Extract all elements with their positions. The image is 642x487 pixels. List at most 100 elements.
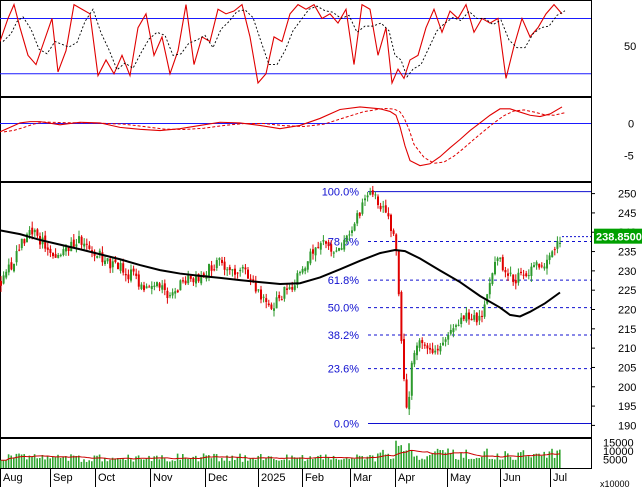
volume-bar — [80, 461, 83, 468]
candle-up — [195, 275, 197, 284]
volume-bar — [436, 448, 439, 468]
candle-up — [130, 269, 132, 281]
volume-bar — [548, 451, 551, 468]
volume-bar — [540, 455, 543, 468]
volume-bar — [483, 451, 486, 468]
volume-bar — [317, 455, 319, 468]
candle-up — [283, 286, 286, 299]
candle-up — [486, 294, 489, 304]
candle-down — [72, 239, 75, 247]
candle-up — [304, 268, 307, 272]
candle-down — [236, 272, 239, 274]
volume-bar — [553, 457, 556, 468]
volume-bar — [366, 456, 369, 468]
x-axis-label: Apr — [398, 472, 415, 484]
volume-bar — [501, 459, 504, 468]
oscillator-d-line — [2, 5, 566, 78]
volume-bar — [153, 456, 155, 468]
candle-down — [475, 312, 478, 323]
candle-down — [371, 190, 374, 195]
candle-down — [553, 249, 556, 251]
candle-up — [140, 284, 143, 289]
volume-bar — [197, 461, 200, 468]
volume-bar — [533, 454, 535, 468]
moving-average-line — [0, 229, 561, 318]
volume-bar — [231, 455, 233, 468]
volume-bar — [59, 458, 62, 468]
volume-bar — [309, 456, 311, 468]
volume-bar — [114, 458, 116, 468]
price-tick-label: 210 — [618, 343, 636, 355]
volume-bar — [457, 459, 460, 468]
fibonacci-level-label: 23.6% — [328, 364, 359, 376]
volume-bar — [429, 455, 431, 468]
candle-down — [265, 298, 268, 303]
candle-up — [218, 258, 221, 260]
candle-down — [286, 288, 288, 290]
candle-down — [426, 345, 429, 349]
candle-down — [132, 268, 135, 272]
candle-down — [36, 229, 39, 236]
candle-up — [296, 273, 299, 285]
volume-bar — [13, 457, 15, 468]
volume-bar — [179, 459, 181, 468]
candle-down — [247, 269, 249, 279]
candle-down — [85, 243, 88, 245]
candle-down — [23, 239, 26, 244]
volume-bar — [288, 460, 291, 468]
volume-bar — [280, 460, 283, 468]
volume-bar — [223, 460, 226, 468]
volume-bar — [351, 458, 353, 468]
candle-up — [169, 295, 171, 297]
candle-down — [249, 278, 252, 281]
volume-bar — [371, 455, 374, 468]
candle-up — [15, 251, 18, 263]
volume-bar — [535, 453, 538, 468]
candle-down — [387, 213, 390, 217]
volume-bar — [106, 461, 109, 468]
price-tick-label: 235 — [618, 247, 636, 259]
candle-up — [106, 258, 109, 262]
candle-up — [98, 250, 101, 256]
volume-bar — [423, 459, 426, 468]
candle-down — [423, 344, 426, 346]
volume-bar — [275, 460, 278, 468]
fibonacci-level-label: 100.0% — [322, 187, 360, 199]
candle-up — [457, 324, 460, 326]
candle-up — [262, 296, 265, 298]
candle-up — [434, 350, 437, 353]
candle-up — [494, 261, 496, 275]
volume-bar — [78, 455, 80, 468]
candle-down — [392, 230, 395, 234]
volume-bar — [215, 454, 218, 468]
x-axis: Aug Sep Oct Nov Dec 2025 Feb Mar Apr May Jun Jul — [0, 468, 567, 487]
candle-down — [228, 267, 231, 270]
candle-down — [210, 265, 213, 271]
volume-bar — [132, 461, 135, 468]
candle-up — [226, 269, 229, 271]
panel-frame — [0, 0, 592, 97]
volume-bar — [270, 456, 272, 468]
volume-bar — [382, 449, 384, 468]
candle-up — [96, 255, 99, 258]
candle-down — [244, 267, 247, 270]
candle-down — [525, 273, 528, 277]
volume-bar — [208, 455, 210, 468]
candle-up — [145, 286, 148, 289]
volume-bar — [504, 451, 506, 468]
candle-up — [57, 254, 60, 258]
volume-bar — [241, 461, 244, 468]
volume-bar — [39, 458, 41, 468]
volume-bar — [530, 457, 532, 468]
candle-up — [356, 213, 359, 224]
volume-bar — [356, 454, 358, 468]
volume-bar — [353, 458, 356, 468]
volume-bar — [486, 448, 488, 468]
candle-up — [111, 261, 114, 268]
candle-down — [312, 249, 314, 254]
candle-down — [317, 246, 320, 248]
volume-bar — [156, 455, 158, 468]
volume-bar — [163, 458, 166, 468]
volume-bar — [184, 457, 187, 468]
